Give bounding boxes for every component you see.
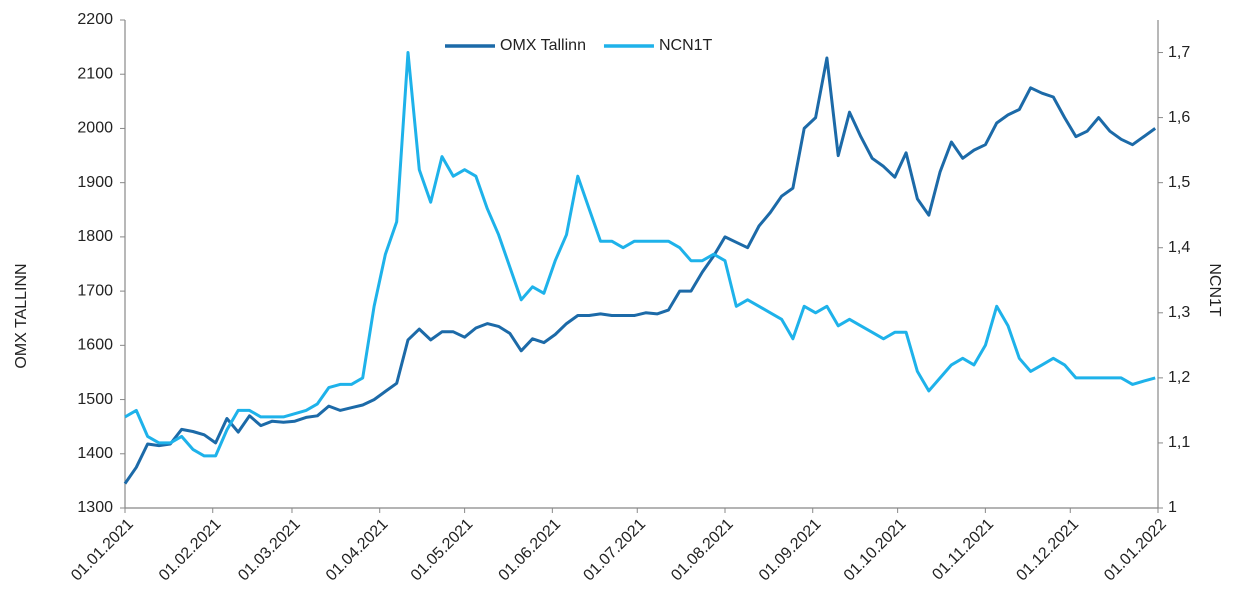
y2-tick-label: 1,2 [1168, 369, 1190, 386]
x-tick-label: 01.11.2021 [929, 516, 997, 584]
y-tick-label: 1800 [77, 228, 113, 245]
x-tick-label: 01.06.2021 [496, 516, 565, 585]
x-tick-label: 01.09.2021 [756, 516, 825, 585]
legend-label: OMX Tallinn [500, 37, 586, 54]
y-tick-label: 1500 [77, 391, 113, 408]
x-tick-label: 01.08.2021 [668, 516, 737, 585]
y2-tick-label: 1,4 [1168, 239, 1190, 256]
x-tick-label: 01.12.2021 [1013, 516, 1082, 585]
x-tick-label: 01.05.2021 [408, 516, 477, 585]
y-tick-label: 1600 [77, 337, 113, 354]
y2-tick-label: 1,6 [1168, 109, 1190, 126]
y-tick-label: 2100 [77, 65, 113, 82]
x-tick-label: 01.02.2021 [156, 516, 225, 585]
x-tick-label: 01.10.2021 [841, 516, 910, 585]
y2-axis-title: NCN1T [1206, 263, 1223, 317]
y2-tick-label: 1,3 [1168, 304, 1190, 321]
x-tick-label: 01.07.2021 [580, 516, 649, 585]
x-tick-label: 01.03.2021 [235, 516, 304, 585]
y2-tick-label: 1,5 [1168, 174, 1190, 191]
legend-label: NCN1T [659, 37, 713, 54]
y-tick-label: 2200 [77, 11, 113, 28]
y-tick-label: 1700 [77, 282, 113, 299]
y-axis-title: OMX TALLINN [13, 263, 30, 368]
series-line [123, 56, 1157, 485]
y-tick-label: 2000 [77, 120, 113, 137]
y-tick-label: 1900 [77, 174, 113, 191]
y2-tick-label: 1,1 [1168, 434, 1190, 451]
series-line [124, 51, 1156, 458]
x-tick-label: 01.04.2021 [323, 516, 392, 585]
x-tick-label: 01.01.2021 [68, 516, 137, 585]
y-tick-label: 1300 [77, 499, 113, 516]
y2-tick-label: 1,7 [1168, 44, 1190, 61]
y-tick-label: 1400 [77, 445, 113, 462]
y2-tick-label: 1 [1168, 499, 1177, 516]
x-tick-label: 01.01.2022 [1101, 516, 1170, 585]
